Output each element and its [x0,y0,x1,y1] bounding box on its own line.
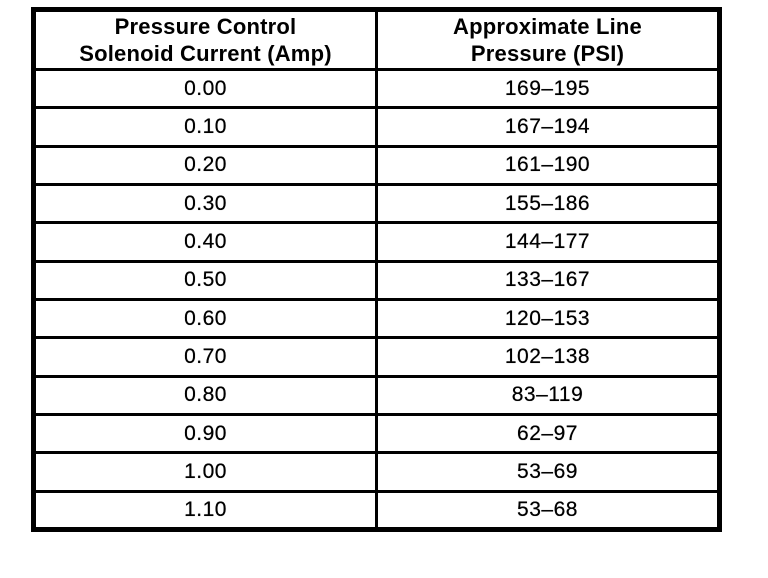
table-row: 0.60 120–153 [32,297,721,340]
table-body: 0.00 169–195 0.10 167–194 0.20 161–190 0.30 155… [32,67,721,532]
solenoid-current-cell: 0.30 [32,182,378,225]
line-pressure-cell: 53–69 [375,451,721,493]
line-pressure-cell: 144–177 [375,221,721,263]
table-row: 0.30 155–186 [32,182,721,225]
solenoid-current-cell: 0.50 [32,259,378,301]
solenoid-current-cell: 0.80 [32,374,378,416]
table-row: 0.70 102–138 [32,336,721,378]
solenoid-current-cell: 0.90 [32,412,378,455]
line-pressure-cell: 161–190 [375,144,721,186]
solenoid-current-cell: 0.00 [32,67,378,110]
table-row: 0.40 144–177 [32,221,721,263]
line-pressure-cell: 167–194 [375,106,721,148]
solenoid-current-cell: 1.10 [32,489,378,532]
line-pressure-cell: 120–153 [375,297,721,340]
table-row: 0.50 133–167 [32,259,721,301]
solenoid-current-cell: 0.10 [32,106,378,148]
line-pressure-cell: 155–186 [375,182,721,225]
table-row: 0.80 83–119 [32,374,721,416]
solenoid-current-cell: 0.60 [32,297,378,340]
col-header-solenoid-current: Pressure Control Solenoid Current (Amp) [32,8,378,71]
line-pressure-cell: 62–97 [375,412,721,455]
table-row: 0.00 169–195 [32,67,721,110]
line-pressure-cell: 53–68 [375,489,721,532]
line-pressure-cell: 83–119 [375,374,721,416]
table-row: 0.10 167–194 [32,106,721,148]
table-header: Pressure Control Solenoid Current (Amp) … [32,8,721,71]
line-pressure-cell: 169–195 [375,67,721,110]
table-row: 0.20 161–190 [32,144,721,186]
line-pressure-cell: 133–167 [375,259,721,301]
table-row: 1.00 53–69 [32,451,721,493]
solenoid-current-cell: 0.70 [32,336,378,378]
col-header-line-pressure: Approximate Line Pressure (PSI) [375,8,721,71]
table-row: 0.90 62–97 [32,412,721,455]
header-row: Pressure Control Solenoid Current (Amp) … [32,8,721,71]
pressure-spec-table: Pressure Control Solenoid Current (Amp) … [31,7,722,532]
table-row: 1.10 53–68 [32,489,721,532]
solenoid-current-cell: 0.40 [32,221,378,263]
solenoid-current-cell: 0.20 [32,144,378,186]
solenoid-current-cell: 1.00 [32,451,378,493]
line-pressure-cell: 102–138 [375,336,721,378]
